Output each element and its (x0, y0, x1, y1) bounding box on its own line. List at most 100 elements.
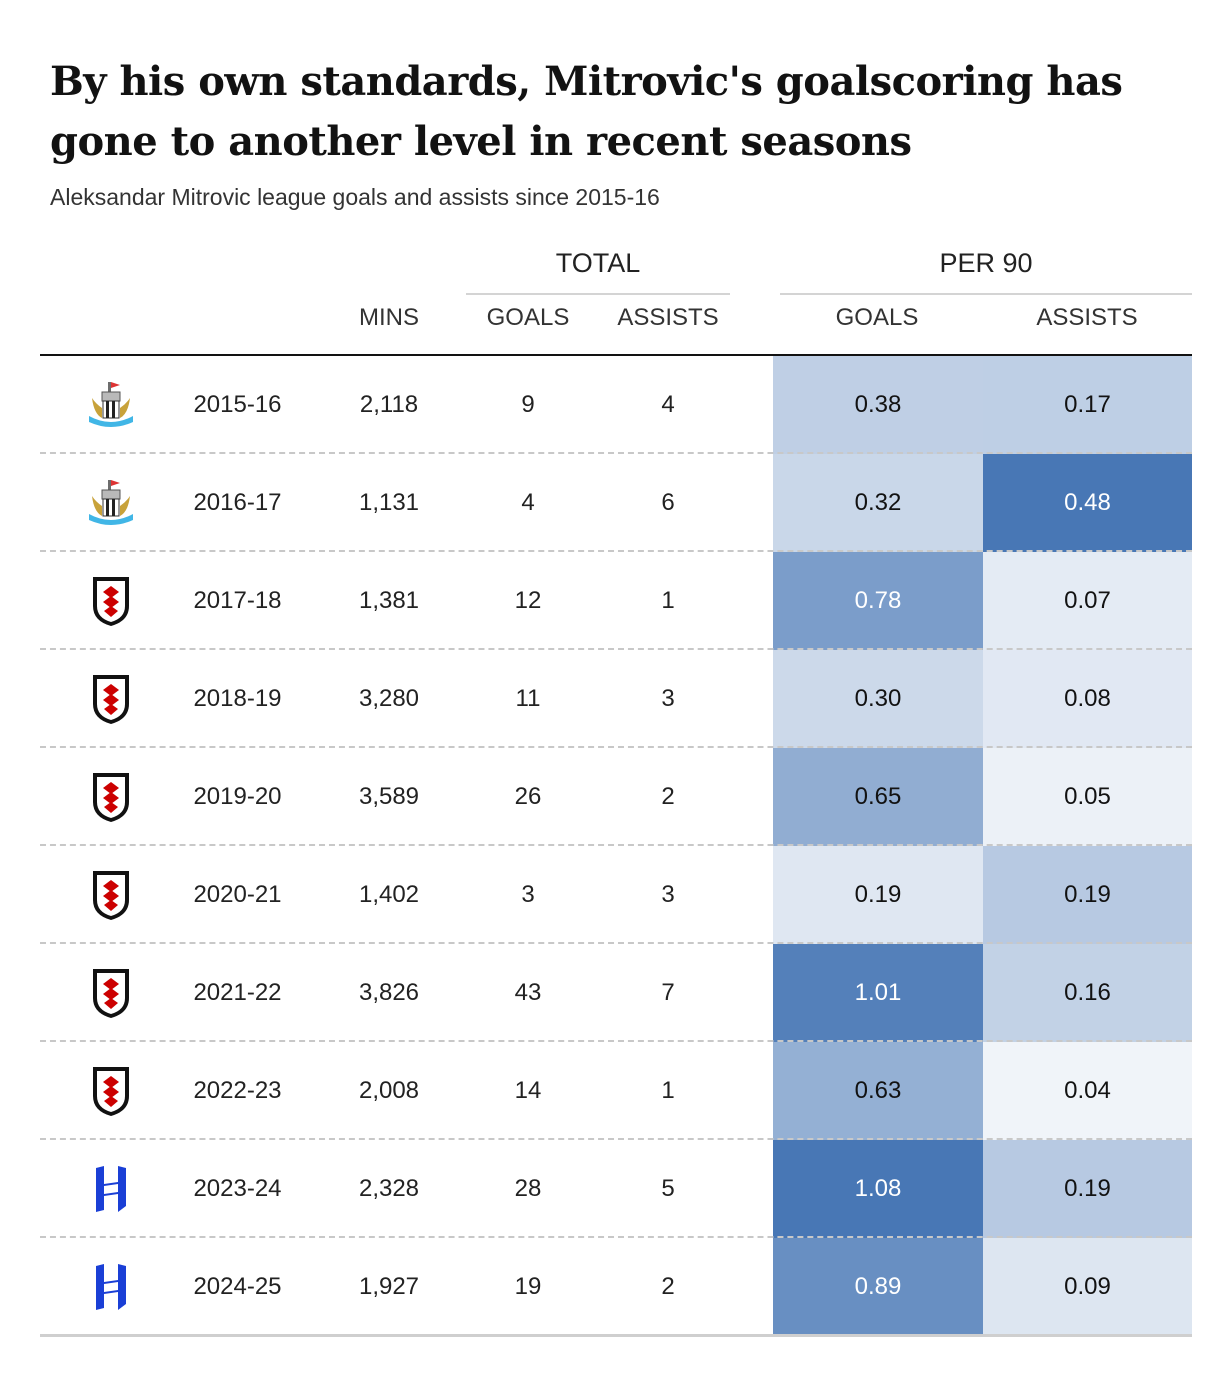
assists-cell: 7 (661, 979, 675, 1006)
column-header-goals: GOALS (486, 304, 570, 331)
assists-cell: 3 (661, 881, 675, 908)
row-divider (40, 746, 1192, 748)
goals-per90-cell: 0.78 (773, 552, 983, 650)
column-header-assists: ASSISTS (617, 304, 719, 331)
row-divider (40, 1138, 1192, 1140)
goals-cell: 19 (514, 1273, 542, 1300)
row-divider (40, 452, 1192, 454)
assists-cell: 4 (661, 391, 675, 418)
fulham-crest-icon (84, 966, 138, 1020)
chart-subtitle: Aleksandar Mitrovic league goals and ass… (50, 184, 660, 210)
assists-cell: 2 (661, 1273, 675, 1300)
group-header-per90: PER 90 (939, 248, 1033, 278)
assists-cell: 1 (661, 1077, 675, 1104)
column-header-assists-per90: ASSISTS (1036, 304, 1138, 331)
column-header-goals-per90: GOALS (835, 304, 919, 331)
assists-per90-cell: 0.09 (983, 1238, 1192, 1336)
table-row: 1.08 0.19 2023-24 2,328 28 5 (40, 1140, 1192, 1238)
season-cell: 2019-20 (193, 783, 282, 810)
goals-per90-cell: 0.19 (773, 846, 983, 944)
goals-cell: 3 (521, 881, 535, 908)
goals-cell: 11 (515, 685, 541, 712)
table-row: 0.63 0.04 2022-23 2,008 14 1 (40, 1042, 1192, 1140)
row-divider (40, 648, 1192, 650)
mins-cell: 3,589 (358, 783, 420, 810)
season-cell: 2018-19 (193, 685, 282, 712)
goals-per90-cell: 1.01 (773, 944, 983, 1042)
goals-per90-cell: 0.30 (773, 650, 983, 748)
goals-per90-cell: 0.65 (773, 748, 983, 846)
row-divider (40, 1040, 1192, 1042)
table-row: 0.19 0.19 2020-21 1,402 3 3 (40, 846, 1192, 944)
goals-per90-cell: 0.38 (773, 356, 983, 454)
row-divider (40, 550, 1192, 552)
mins-cell: 1,927 (358, 1273, 420, 1300)
mins-cell: 3,280 (358, 685, 420, 712)
goals-cell: 9 (521, 391, 535, 418)
assists-cell: 2 (661, 783, 675, 810)
row-divider (40, 942, 1192, 944)
season-cell: 2015-16 (193, 391, 282, 418)
goals-per90-cell: 0.32 (773, 454, 983, 552)
season-cell: 2022-23 (193, 1077, 282, 1104)
group-header-total: TOTAL (555, 248, 641, 278)
season-cell: 2020-21 (193, 881, 282, 908)
assists-per90-cell: 0.19 (983, 1140, 1192, 1238)
fulham-crest-icon (84, 574, 138, 628)
table-row: 1.01 0.16 2021-22 3,826 43 7 (40, 944, 1192, 1042)
season-cell: 2017-18 (193, 587, 282, 614)
row-divider (40, 1236, 1192, 1238)
assists-per90-cell: 0.16 (983, 944, 1192, 1042)
goals-cell: 12 (514, 587, 542, 614)
assists-per90-cell: 0.17 (983, 356, 1192, 454)
mins-cell: 2,328 (358, 1175, 420, 1202)
column-header-mins: MINS (359, 304, 419, 331)
row-divider (40, 844, 1192, 846)
goals-cell: 28 (514, 1175, 542, 1202)
header-rule (40, 354, 1192, 356)
mins-cell: 3,826 (358, 979, 420, 1006)
assists-cell: 3 (661, 685, 675, 712)
newcastle-crest-icon (84, 378, 138, 432)
assists-per90-cell: 0.48 (983, 454, 1192, 552)
footer-rule (40, 1334, 1192, 1337)
table-row: 0.65 0.05 2019-20 3,589 26 2 (40, 748, 1192, 846)
goals-cell: 14 (514, 1077, 542, 1104)
mins-cell: 2,008 (358, 1077, 420, 1104)
goals-cell: 4 (521, 489, 535, 516)
table-row: 0.78 0.07 2017-18 1,381 12 1 (40, 552, 1192, 650)
assists-cell: 5 (661, 1175, 675, 1202)
assists-per90-cell: 0.19 (983, 846, 1192, 944)
season-cell: 2023-24 (193, 1175, 282, 1202)
assists-per90-cell: 0.05 (983, 748, 1192, 846)
assists-cell: 6 (661, 489, 675, 516)
table-row: 0.30 0.08 2018-19 3,280 11 3 (40, 650, 1192, 748)
group-underline-total (466, 293, 730, 295)
al-hilal-crest-icon (84, 1162, 138, 1216)
goals-per90-cell: 1.08 (773, 1140, 983, 1238)
fulham-crest-icon (84, 770, 138, 824)
mins-cell: 2,118 (359, 391, 419, 418)
mins-cell: 1,131 (358, 489, 420, 516)
fulham-crest-icon (84, 672, 138, 726)
goals-per90-cell: 0.89 (773, 1238, 983, 1336)
group-underline-per90 (780, 293, 1192, 295)
goals-per90-cell: 0.63 (773, 1042, 983, 1140)
mins-cell: 1,381 (358, 587, 420, 614)
season-cell: 2024-25 (193, 1273, 282, 1300)
mins-cell: 1,402 (358, 881, 420, 908)
table-row: 0.89 0.09 2024-25 1,927 19 2 (40, 1238, 1192, 1336)
fulham-crest-icon (84, 868, 138, 922)
assists-cell: 1 (661, 587, 675, 614)
season-cell: 2016-17 (193, 489, 282, 516)
al-hilal-crest-icon (84, 1260, 138, 1314)
table-row: 0.32 0.48 2016-17 1,131 4 6 (40, 454, 1192, 552)
assists-per90-cell: 0.08 (983, 650, 1192, 748)
goals-cell: 26 (514, 783, 542, 810)
table-row: 0.38 0.17 2015-16 2,118 9 4 (40, 356, 1192, 454)
newcastle-crest-icon (84, 476, 138, 530)
season-cell: 2021-22 (193, 979, 282, 1006)
chart-title: By his own standards, Mitrovic's goalsco… (50, 58, 1123, 165)
assists-per90-cell: 0.07 (983, 552, 1192, 650)
fulham-crest-icon (84, 1064, 138, 1118)
